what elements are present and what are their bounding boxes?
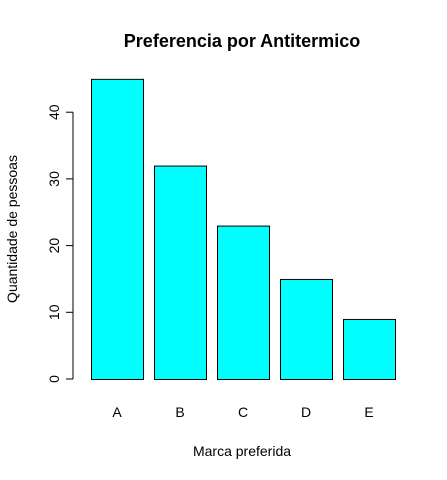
bar-D	[280, 278, 333, 381]
bar-B	[154, 165, 207, 380]
bars	[91, 78, 396, 381]
x-tick-labels: A B C D E	[112, 404, 373, 420]
y-tick-label: 10	[46, 304, 62, 320]
y-tick-label: 40	[46, 104, 62, 120]
chart-title: Preferencia por Antitermico	[124, 31, 360, 51]
bar-E	[343, 318, 396, 380]
x-tick-label: A	[112, 404, 122, 420]
bar-A	[91, 78, 144, 380]
x-tick-label: C	[238, 404, 248, 420]
y-tick-label: 30	[46, 171, 62, 187]
x-tick-label: E	[364, 404, 373, 420]
y-tick-label: 0	[46, 375, 62, 383]
y-axis-label: Quantidade de pessoas	[4, 155, 20, 303]
y-tick-label: 20	[46, 238, 62, 254]
x-axis-label: Marca preferida	[193, 443, 291, 459]
bar-C	[217, 225, 270, 380]
y-axis: 0 10 20 30 40	[46, 104, 74, 383]
x-tick-label: D	[301, 404, 311, 420]
x-tick-label: B	[175, 404, 184, 420]
